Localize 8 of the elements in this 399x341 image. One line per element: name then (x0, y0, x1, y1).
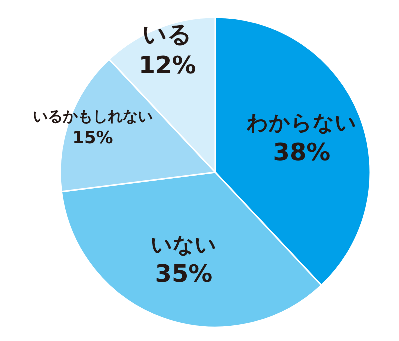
slice-label: いない (150, 232, 217, 257)
slice-label: わからない (246, 111, 357, 136)
slice-label: いるかもしれない (32, 107, 153, 126)
data-label: 12% (138, 51, 196, 80)
data-label: 35% (155, 260, 213, 288)
data-label: 15% (72, 128, 114, 148)
data-label: 38% (273, 138, 331, 166)
slice-label: いる (142, 20, 193, 48)
